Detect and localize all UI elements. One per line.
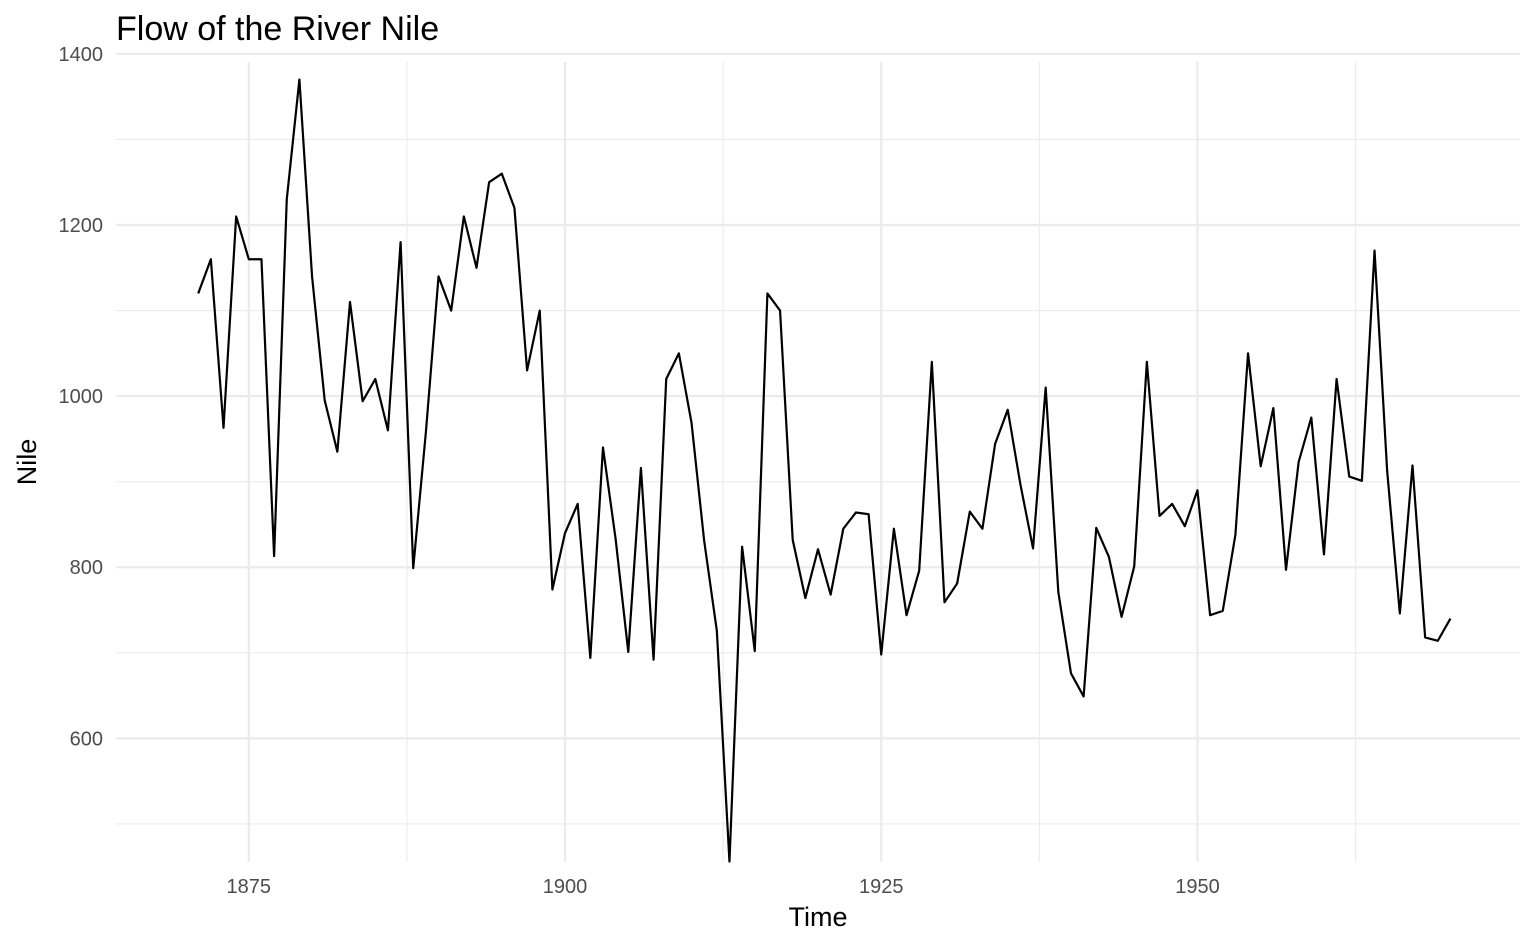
y-tick-label: 600	[70, 728, 103, 750]
x-tick-label: 1900	[543, 876, 588, 898]
chart-title: Flow of the River Nile	[116, 10, 440, 48]
gridlines	[116, 52, 1520, 862]
y-tick-labels: 600 800 1000 1200 1400	[59, 44, 104, 750]
x-axis-title: Time	[789, 902, 848, 932]
y-tick-label: 1000	[59, 386, 104, 408]
nile-flow-line	[197, 78, 1452, 863]
y-tick-label: 1400	[59, 44, 104, 66]
y-tick-label: 1200	[59, 215, 104, 237]
y-tick-label: 800	[70, 557, 103, 579]
x-tick-label: 1875	[227, 876, 272, 898]
y-axis-title: Nile	[12, 439, 42, 486]
x-tick-label: 1925	[859, 876, 904, 898]
x-tick-labels: 1875 1900 1925 1950	[227, 876, 1220, 898]
x-tick-label: 1950	[1175, 876, 1220, 898]
